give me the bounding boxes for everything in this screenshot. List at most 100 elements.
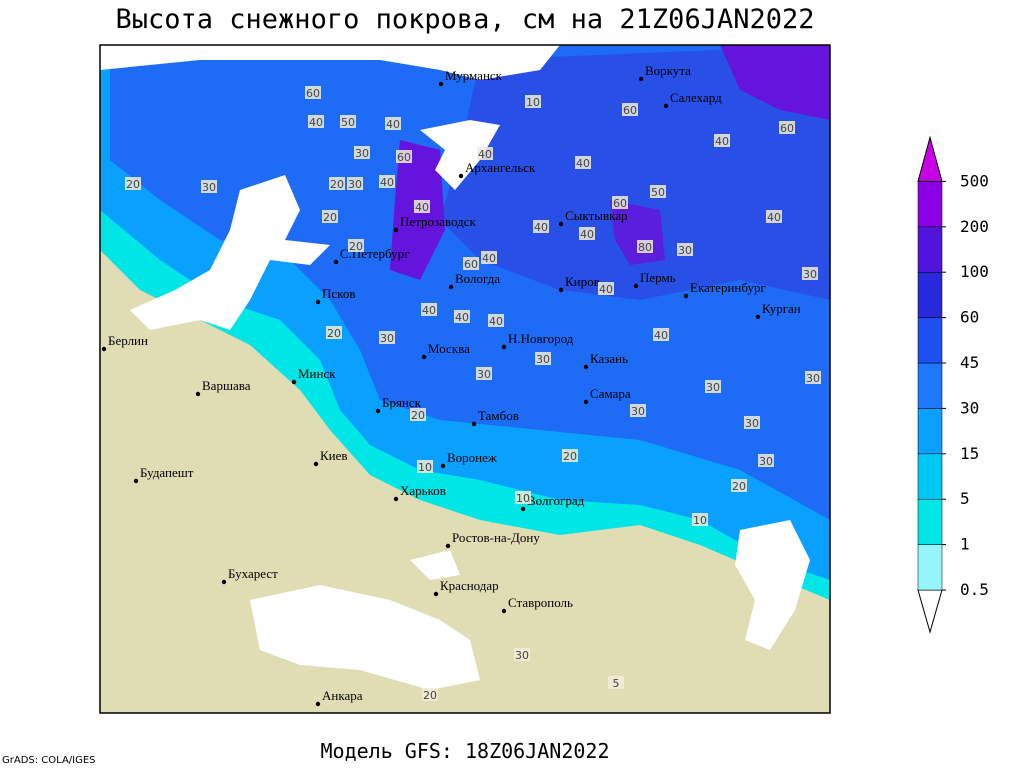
contour-label: 60 xyxy=(464,258,478,271)
city-dot xyxy=(501,608,507,614)
contour-label: 30 xyxy=(631,405,645,418)
contour-label-bg xyxy=(326,326,342,339)
city-dot xyxy=(663,103,669,109)
city-dot xyxy=(583,399,589,405)
contour-label-bg xyxy=(630,404,646,417)
colorbar-band xyxy=(917,226,943,273)
contour-label-bg xyxy=(201,180,217,193)
contour-label: 30 xyxy=(515,649,529,662)
city-label: Петрозаводск xyxy=(400,214,476,229)
city-label: Архангельск xyxy=(465,160,536,175)
city-dot xyxy=(683,293,689,299)
colorbar-label: 500 xyxy=(960,171,989,190)
contour-label-bg xyxy=(714,134,730,147)
colorbar-band xyxy=(917,271,943,318)
contour-label: 40 xyxy=(386,118,400,131)
contour-label-bg xyxy=(410,408,426,421)
city-dot xyxy=(291,379,297,385)
colorbar-band xyxy=(917,453,943,500)
contour-label-bg xyxy=(414,200,430,213)
contour-label: 20 xyxy=(327,327,341,340)
contour-label-bg xyxy=(766,210,782,223)
city-label: Воркута xyxy=(645,63,691,78)
contour-label-bg xyxy=(481,251,497,264)
city-dot xyxy=(458,173,464,179)
colorbar-band xyxy=(917,181,943,228)
colorbar-label: 30 xyxy=(960,398,979,417)
sea-black xyxy=(250,585,480,690)
contour-label-bg xyxy=(354,146,370,159)
contour-label-bg xyxy=(515,491,531,504)
contour-label: 30 xyxy=(806,372,820,385)
contour-label-bg xyxy=(348,239,364,252)
contour-label: 30 xyxy=(678,244,692,257)
contour-label-bg xyxy=(653,328,669,341)
contour-label-bg xyxy=(705,380,721,393)
contour-label: 20 xyxy=(126,178,140,191)
city-dot xyxy=(520,506,526,512)
city-label: Казань xyxy=(590,351,628,366)
city-label: Брянск xyxy=(382,395,422,410)
colorbar-label: 5 xyxy=(960,489,970,508)
contour-label: 60 xyxy=(623,104,637,117)
contour-label: 30 xyxy=(355,147,369,160)
colorbar-label: 60 xyxy=(960,308,979,327)
city-dot xyxy=(440,463,446,469)
contour-label: 30 xyxy=(348,178,362,191)
contour-label: 40 xyxy=(767,211,781,224)
contour-label: 50 xyxy=(651,186,665,199)
contour-label-bg xyxy=(340,115,356,128)
contour-label-bg xyxy=(525,95,541,108)
contour-label: 40 xyxy=(654,329,668,342)
city-label: Екатеринбург xyxy=(690,280,766,295)
contour-label: 20 xyxy=(563,450,577,463)
contour-label-bg xyxy=(305,86,321,99)
title: Высота снежного покрова, см на 21Z06JAN2… xyxy=(116,4,815,35)
contour-label: 40 xyxy=(415,201,429,214)
contour-label-bg xyxy=(308,115,324,128)
contour-label: 20 xyxy=(323,211,337,224)
contour-label: 40 xyxy=(599,283,613,296)
city-label: Ставрополь xyxy=(508,595,573,610)
city-dot xyxy=(421,354,427,360)
city-label: Будапешт xyxy=(140,465,194,480)
contour-label-bg xyxy=(476,367,492,380)
contour-label-bg xyxy=(477,147,493,160)
contour-label: 60 xyxy=(397,151,411,164)
city-label: Воронеж xyxy=(447,450,498,465)
city-label: Киев xyxy=(320,448,348,463)
city-dot xyxy=(375,408,381,414)
city-dot xyxy=(333,259,339,265)
contour-label-bg xyxy=(598,282,614,295)
contour-label: 30 xyxy=(477,368,491,381)
contour-label-bg xyxy=(802,267,818,280)
footer: Модель GFS: 18Z06JAN2022 xyxy=(321,739,610,763)
city-label: Варшава xyxy=(202,378,251,393)
colorbar-band xyxy=(917,544,943,591)
contour-label-bg xyxy=(514,648,530,661)
city-label: Минск xyxy=(298,366,336,381)
colorbar-low xyxy=(917,589,943,634)
city-dot xyxy=(133,478,139,484)
city-label: Сыктывкар xyxy=(565,208,628,223)
city-label: Салехард xyxy=(670,90,722,105)
city-dot xyxy=(471,421,477,427)
contour-label: 40 xyxy=(576,157,590,170)
contour-label-bg xyxy=(779,121,795,134)
city-label: Харьков xyxy=(400,483,446,498)
contour-label: 30 xyxy=(706,381,720,394)
contour-label: 60 xyxy=(613,197,627,210)
city-label: Вологда xyxy=(455,271,500,286)
contour-label-bg xyxy=(612,196,628,209)
contour-label: 60 xyxy=(306,87,320,100)
contour-label: 10 xyxy=(526,96,540,109)
contour-label: 80 xyxy=(638,241,652,254)
contour-label-bg xyxy=(692,513,708,526)
contour-label: 40 xyxy=(309,116,323,129)
contour-label: 30 xyxy=(202,181,216,194)
contour-label-bg xyxy=(329,177,345,190)
contour-label: 20 xyxy=(411,409,425,422)
contour-label-bg xyxy=(463,257,479,270)
city-dot xyxy=(755,314,761,320)
city-dot xyxy=(393,496,399,502)
